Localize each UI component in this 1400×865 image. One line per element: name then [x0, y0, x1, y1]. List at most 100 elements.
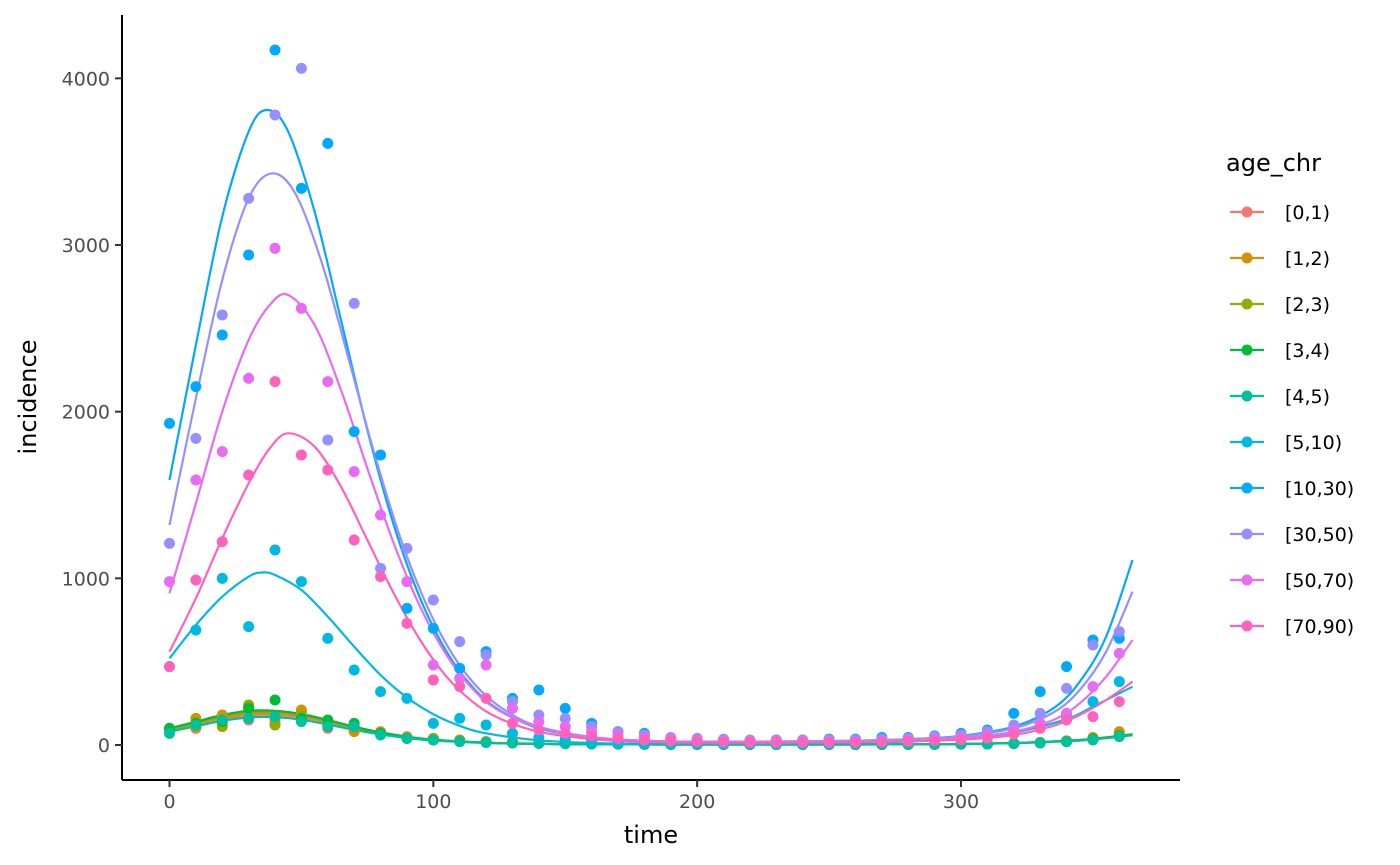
point-3-4: [243, 702, 255, 714]
point-70-90: [1113, 696, 1125, 708]
point-10-30: [427, 622, 439, 634]
point-70-90: [797, 736, 809, 748]
legend-key-point: [1241, 482, 1253, 494]
point-4-5: [454, 736, 466, 748]
point-10-30: [1061, 661, 1073, 673]
point-10-30: [243, 249, 255, 261]
point-4-5: [1113, 731, 1125, 743]
legend-key-point: [1241, 620, 1253, 632]
x-axis-ticks: 0 100 200 300: [163, 780, 979, 813]
point-70-90: [823, 736, 835, 748]
y-tick-label: 1000: [62, 568, 110, 590]
point-5-10: [375, 686, 387, 698]
point-10-30: [322, 137, 334, 149]
point-70-90: [269, 376, 281, 388]
point-70-90: [190, 574, 202, 586]
point-10-30: [559, 702, 571, 714]
point-70-90: [1087, 711, 1099, 723]
legend-item-10-30: [10,30): [1230, 478, 1354, 500]
point-70-90: [665, 735, 677, 747]
point-5-10: [1113, 676, 1125, 688]
data-points: [163, 44, 1125, 750]
point-4-5: [348, 721, 360, 733]
point-4-5: [506, 737, 518, 749]
point-4-5: [243, 712, 255, 724]
point-10-30: [1034, 686, 1046, 698]
point-4-5: [322, 721, 334, 733]
point-50-70: [533, 716, 545, 728]
point-70-90: [902, 735, 914, 747]
point-70-90: [876, 736, 888, 748]
y-tick-label: 4000: [62, 68, 110, 90]
point-10-30: [295, 182, 307, 194]
legend-key-point: [1241, 344, 1253, 356]
point-30-50: [375, 562, 387, 574]
point-50-70: [348, 466, 360, 478]
point-30-50: [1113, 626, 1125, 638]
legend-item-3-4: [3,4): [1230, 340, 1330, 362]
point-50-70: [190, 474, 202, 486]
point-50-70: [269, 242, 281, 254]
point-50-70: [401, 576, 413, 588]
point-50-70: [243, 372, 255, 384]
point-10-30: [269, 44, 281, 56]
legend-item-1-2: [1,2): [1230, 248, 1330, 270]
legend-item-2-3: [2,3): [1230, 294, 1330, 316]
legend-label: [30,50): [1285, 524, 1354, 546]
point-30-50: [454, 636, 466, 648]
legend-label: [50,70): [1285, 570, 1354, 592]
point-4-5: [375, 729, 387, 741]
legend-label: [5,10): [1285, 432, 1342, 454]
point-50-70: [322, 376, 334, 388]
point-70-90: [744, 736, 756, 748]
point-70-90: [454, 681, 466, 693]
legend-items: [0,1) [1,2) [2,3) [3,4) [4,5) [5,10) [10,30) [3…: [1230, 202, 1354, 638]
point-30-50: [1061, 682, 1073, 694]
point-70-90: [1034, 722, 1046, 734]
point-30-50: [243, 192, 255, 204]
point-10-30: [375, 449, 387, 461]
legend-label: [4,5): [1285, 386, 1330, 408]
legend-key-point: [1241, 252, 1253, 264]
point-30-50: [480, 649, 492, 661]
point-2-3: [269, 719, 281, 731]
point-70-90: [929, 735, 941, 747]
point-70-90: [849, 736, 861, 748]
legend-key-point: [1241, 436, 1253, 448]
legend-label: [1,2): [1285, 248, 1330, 270]
point-10-30: [348, 426, 360, 438]
point-4-5: [1061, 736, 1073, 748]
fit-line-30-50: [168, 172, 1134, 743]
point-3-4: [269, 694, 281, 706]
point-70-90: [163, 661, 175, 673]
point-4-5: [163, 727, 175, 739]
point-10-30: [163, 417, 175, 429]
point-4-5: [269, 711, 281, 723]
legend-item-5-10: [5,10): [1230, 432, 1342, 454]
point-4-5: [401, 732, 413, 744]
point-70-90: [1008, 728, 1020, 740]
point-30-50: [1034, 707, 1046, 719]
point-5-10: [454, 712, 466, 724]
legend-key-point: [1241, 528, 1253, 540]
point-4-5: [480, 737, 492, 748]
point-70-90: [243, 469, 255, 481]
legend-key-point: [1241, 390, 1253, 402]
point-70-90: [718, 736, 730, 748]
point-70-90: [1061, 714, 1073, 726]
point-10-30: [454, 662, 466, 674]
point-30-50: [427, 594, 439, 606]
point-70-90: [375, 571, 387, 583]
point-70-90: [691, 736, 703, 748]
point-30-50: [559, 712, 571, 724]
point-5-10: [190, 624, 202, 636]
legend-item-4-5: [4,5): [1230, 386, 1330, 408]
y-axis-title: incidence: [14, 340, 42, 455]
point-70-90: [216, 536, 228, 548]
fit-line-10-30: [168, 108, 1134, 743]
point-70-90: [955, 734, 967, 746]
point-5-10: [295, 576, 307, 588]
point-50-70: [454, 672, 466, 684]
legend-item-70-90: [70,90): [1230, 616, 1354, 638]
